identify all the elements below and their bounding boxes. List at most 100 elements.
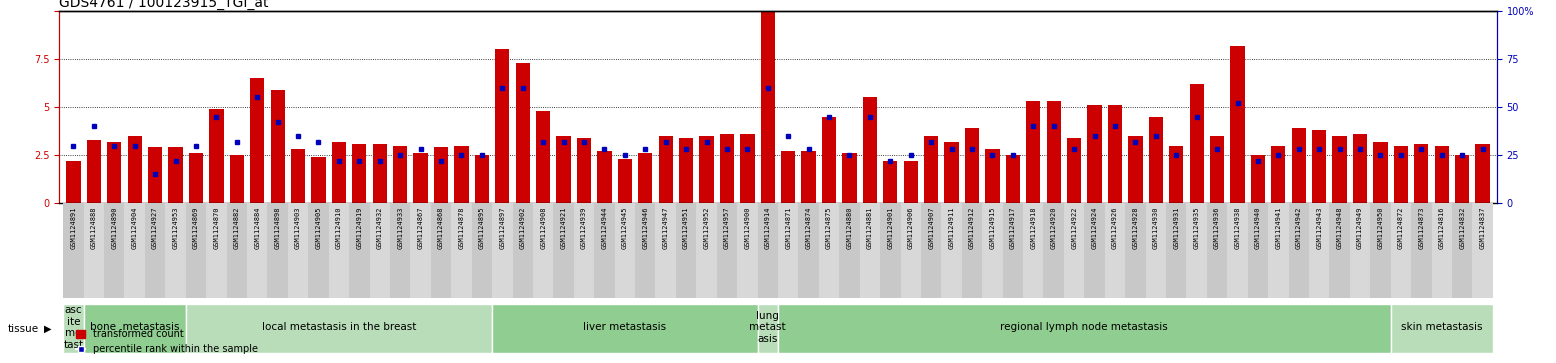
Bar — [1044, 203, 1064, 298]
Text: GSM1124918: GSM1124918 — [1030, 206, 1036, 249]
Bar — [1435, 146, 1449, 203]
FancyBboxPatch shape — [84, 304, 185, 353]
Bar — [720, 134, 734, 203]
Bar — [594, 203, 615, 298]
Bar — [1411, 203, 1432, 298]
Bar — [471, 203, 492, 298]
Text: GSM1124920: GSM1124920 — [1050, 206, 1057, 249]
Bar — [1088, 105, 1102, 203]
Bar — [598, 151, 612, 203]
Bar — [67, 161, 81, 203]
Bar — [328, 203, 349, 298]
Text: GSM1124945: GSM1124945 — [622, 206, 627, 249]
Bar — [271, 90, 285, 203]
Bar — [741, 134, 755, 203]
Bar — [1067, 138, 1081, 203]
Text: GSM1124944: GSM1124944 — [602, 206, 607, 249]
Text: GSM1124953: GSM1124953 — [173, 206, 179, 249]
Bar — [1394, 146, 1408, 203]
Bar — [391, 203, 411, 298]
Text: GSM1124903: GSM1124903 — [296, 206, 300, 249]
Text: GSM1124926: GSM1124926 — [1113, 206, 1117, 249]
Bar — [1349, 203, 1371, 298]
Text: GSM1124921: GSM1124921 — [560, 206, 566, 249]
Bar — [1455, 155, 1469, 203]
Text: tissue: tissue — [8, 323, 39, 334]
Text: GSM1124874: GSM1124874 — [806, 206, 812, 249]
Text: GSM1124950: GSM1124950 — [1377, 206, 1383, 249]
Bar — [1148, 117, 1162, 203]
Bar — [1312, 130, 1326, 203]
Text: GSM1124947: GSM1124947 — [663, 206, 669, 249]
Bar — [308, 203, 328, 298]
Bar — [251, 78, 265, 203]
Bar — [921, 203, 941, 298]
Text: GSM1124933: GSM1124933 — [397, 206, 403, 249]
Bar — [414, 153, 428, 203]
Bar — [1165, 203, 1186, 298]
Text: bone  metastasis: bone metastasis — [90, 322, 179, 333]
Bar — [1085, 203, 1105, 298]
Bar — [577, 138, 591, 203]
Text: GSM1124919: GSM1124919 — [356, 206, 363, 249]
Text: GSM1124914: GSM1124914 — [766, 206, 770, 249]
Bar — [1475, 144, 1489, 203]
Bar — [655, 203, 675, 298]
Text: skin metastasis: skin metastasis — [1400, 322, 1483, 333]
FancyBboxPatch shape — [64, 304, 84, 353]
Bar — [1207, 203, 1228, 298]
Bar — [291, 150, 305, 203]
Text: GSM1124868: GSM1124868 — [439, 206, 443, 249]
Bar — [1064, 203, 1085, 298]
Text: GSM1124951: GSM1124951 — [683, 206, 689, 249]
Bar — [901, 203, 921, 298]
Bar — [311, 157, 325, 203]
Text: local metastasis in the breast: local metastasis in the breast — [261, 322, 415, 333]
Bar — [944, 142, 958, 203]
Text: GSM1124938: GSM1124938 — [1234, 206, 1240, 249]
Bar — [697, 203, 717, 298]
Bar — [924, 136, 938, 203]
FancyBboxPatch shape — [185, 304, 492, 353]
Text: GSM1124871: GSM1124871 — [786, 206, 790, 249]
Bar — [492, 203, 512, 298]
Text: GSM1124932: GSM1124932 — [377, 206, 383, 249]
Bar — [965, 128, 979, 203]
Bar — [1371, 203, 1391, 298]
Bar — [884, 161, 898, 203]
Text: GSM1124939: GSM1124939 — [580, 206, 587, 249]
Text: GSM1124867: GSM1124867 — [417, 206, 423, 249]
Text: liver metastasis: liver metastasis — [584, 322, 666, 333]
Text: GSM1124869: GSM1124869 — [193, 206, 199, 249]
Bar — [985, 150, 999, 203]
Text: GSM1124941: GSM1124941 — [1276, 206, 1281, 249]
Bar — [1288, 203, 1309, 298]
Text: GSM1124949: GSM1124949 — [1357, 206, 1363, 249]
Text: GSM1124936: GSM1124936 — [1214, 206, 1220, 249]
Text: GSM1124878: GSM1124878 — [459, 206, 464, 249]
Text: regional lymph node metastasis: regional lymph node metastasis — [1001, 322, 1169, 333]
Text: GSM1124888: GSM1124888 — [90, 206, 96, 249]
Bar — [1125, 203, 1145, 298]
Bar — [168, 147, 182, 203]
Text: GSM1124907: GSM1124907 — [929, 206, 934, 249]
Bar — [331, 142, 345, 203]
Bar — [839, 203, 859, 298]
Text: GSM1124928: GSM1124928 — [1133, 206, 1139, 249]
Bar — [205, 203, 227, 298]
Bar — [349, 203, 370, 298]
Bar — [1414, 144, 1428, 203]
Bar — [1005, 155, 1021, 203]
Text: GSM1124816: GSM1124816 — [1439, 206, 1444, 249]
Bar — [1352, 134, 1368, 203]
Bar — [1271, 146, 1285, 203]
Text: GSM1124946: GSM1124946 — [643, 206, 649, 249]
Text: GSM1124911: GSM1124911 — [949, 206, 954, 249]
Bar — [1189, 84, 1204, 203]
Text: GSM1124930: GSM1124930 — [1153, 206, 1159, 249]
Bar — [394, 146, 408, 203]
Bar — [1025, 101, 1041, 203]
Text: GSM1124902: GSM1124902 — [520, 206, 526, 249]
Text: GSM1124873: GSM1124873 — [1419, 206, 1424, 249]
Bar — [738, 203, 758, 298]
